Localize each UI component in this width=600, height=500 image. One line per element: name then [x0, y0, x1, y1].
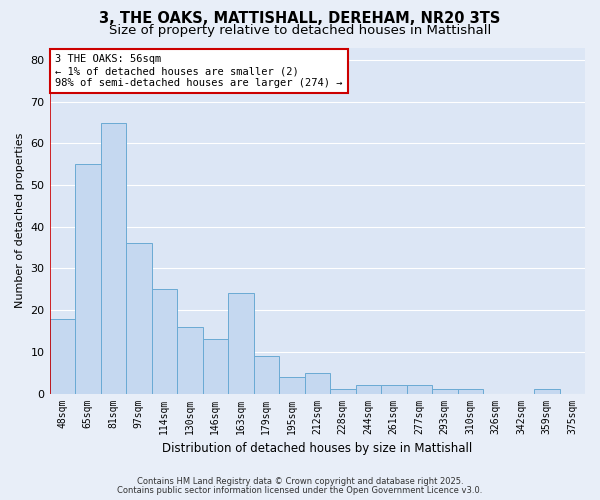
Y-axis label: Number of detached properties: Number of detached properties: [15, 133, 25, 308]
Bar: [152, 290, 177, 394]
Bar: [458, 390, 483, 394]
Text: 3, THE OAKS, MATTISHALL, DEREHAM, NR20 3TS: 3, THE OAKS, MATTISHALL, DEREHAM, NR20 3…: [100, 11, 500, 26]
Bar: [50, 318, 75, 394]
Bar: [432, 390, 458, 394]
Bar: [381, 385, 407, 394]
X-axis label: Distribution of detached houses by size in Mattishall: Distribution of detached houses by size …: [162, 442, 472, 455]
Bar: [101, 122, 126, 394]
Bar: [534, 390, 560, 394]
Bar: [330, 390, 356, 394]
Text: Contains HM Land Registry data © Crown copyright and database right 2025.: Contains HM Land Registry data © Crown c…: [137, 477, 463, 486]
Bar: [279, 377, 305, 394]
Bar: [228, 294, 254, 394]
Bar: [254, 356, 279, 394]
Bar: [356, 385, 381, 394]
Bar: [126, 244, 152, 394]
Text: Contains public sector information licensed under the Open Government Licence v3: Contains public sector information licen…: [118, 486, 482, 495]
Bar: [203, 340, 228, 394]
Bar: [305, 372, 330, 394]
Text: 3 THE OAKS: 56sqm
← 1% of detached houses are smaller (2)
98% of semi-detached h: 3 THE OAKS: 56sqm ← 1% of detached house…: [55, 54, 343, 88]
Bar: [75, 164, 101, 394]
Bar: [177, 327, 203, 394]
Text: Size of property relative to detached houses in Mattishall: Size of property relative to detached ho…: [109, 24, 491, 37]
Bar: [407, 385, 432, 394]
